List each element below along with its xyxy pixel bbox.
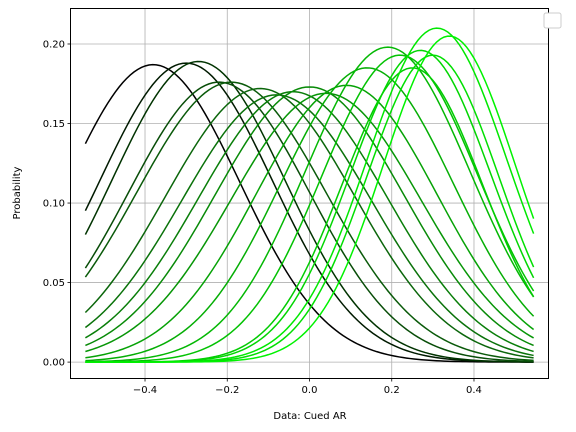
legend-box[interactable]	[543, 12, 562, 29]
series-line-9	[85, 86, 534, 347]
y-tick-label: 0.20	[43, 39, 65, 50]
x-axis: −0.4 −0.2 0.0 0.2 0.4	[133, 378, 482, 396]
series-line-4	[84, 81, 534, 363]
x-tick-label: −0.2	[215, 385, 239, 396]
y-axis-label: Probability	[12, 166, 23, 219]
y-tick-label: 0.05	[43, 278, 65, 289]
series-line-13	[85, 46, 535, 363]
x-tick-label: −0.4	[133, 385, 157, 396]
series-line-7	[84, 94, 534, 357]
y-axis: 0.00 0.05 0.10 0.15 0.20	[43, 39, 71, 369]
series-line-1	[84, 63, 534, 363]
y-tick-label: 0.10	[43, 199, 65, 210]
x-tick-label: 0.2	[384, 385, 400, 396]
y-tick-label: 0.15	[43, 119, 65, 130]
series-line-10	[85, 92, 534, 353]
x-tick-label: 0.4	[466, 385, 482, 396]
series-line-6	[84, 87, 534, 359]
series-line-3	[84, 60, 534, 363]
series-line-8	[85, 90, 534, 353]
series-line-11	[85, 84, 535, 359]
series-line-19	[85, 35, 535, 363]
x-tick-label: 0.0	[302, 385, 318, 396]
series-line-14	[85, 54, 535, 363]
series-lines	[84, 27, 535, 363]
x-axis-label: Data: Cued AR	[273, 411, 346, 422]
series-line-2	[84, 62, 534, 363]
y-tick-label: 0.00	[43, 358, 65, 369]
series-line-12	[85, 67, 535, 362]
